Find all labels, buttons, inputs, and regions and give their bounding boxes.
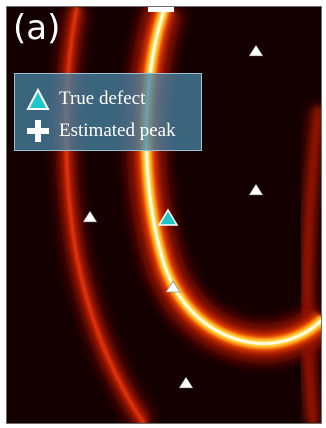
secondary-arc-right bbox=[298, 105, 321, 423]
true-defect-marker bbox=[157, 208, 179, 226]
secondary-arc-left bbox=[55, 7, 155, 423]
heatmap-panel: (a) True defect Estimated peak bbox=[6, 6, 322, 424]
sensor-marker bbox=[248, 44, 264, 57]
legend-label: True defect bbox=[59, 88, 146, 109]
sensor-marker bbox=[248, 183, 264, 196]
white-cross-icon bbox=[27, 120, 49, 142]
sensor-marker bbox=[178, 376, 194, 389]
legend: True defect Estimated peak bbox=[14, 73, 202, 151]
heatmap-plot bbox=[7, 7, 321, 423]
cyan-triangle-icon bbox=[26, 87, 50, 110]
panel-label: (a) bbox=[13, 8, 61, 48]
sensor-marker bbox=[82, 210, 98, 223]
sensor-marker bbox=[165, 280, 181, 293]
legend-item-estimated-peak: Estimated peak bbox=[15, 118, 201, 144]
legend-label: Estimated peak bbox=[59, 120, 176, 141]
legend-item-true-defect: True defect bbox=[15, 86, 201, 112]
estimated-peak-marker bbox=[148, 7, 174, 12]
